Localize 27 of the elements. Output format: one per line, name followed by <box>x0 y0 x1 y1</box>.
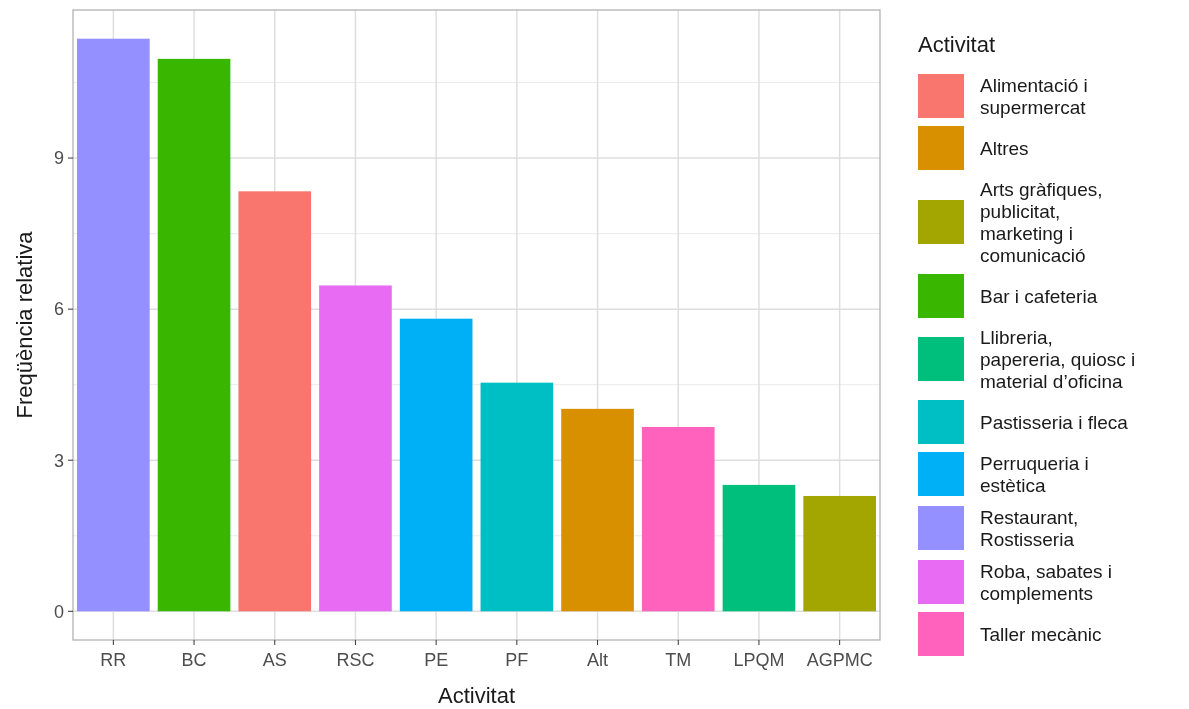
y-axis-title: Freqüència relativa <box>12 230 37 419</box>
legend-label: Altres <box>980 138 1029 159</box>
y-tick-label: 0 <box>53 601 64 622</box>
legend-label: Arts gràfiques, publicitat, marketing i comunicació <box>980 179 1108 266</box>
x-tick-label: RSC <box>336 650 375 670</box>
legend-label: Alimentació i supermercat <box>980 75 1093 118</box>
x-axis-title: Activitat <box>437 683 516 708</box>
x-tick-label: RR <box>100 650 127 670</box>
legend-label: Perruqueria i estètica <box>980 453 1095 496</box>
legend-label: Llibreria, papereria, quiosc i material d’oficina <box>980 327 1141 392</box>
x-tick-label: AGPMC <box>806 650 873 670</box>
legend-label: Roba, sabates i complements <box>980 561 1118 604</box>
x-tick-label: Alt <box>587 650 609 670</box>
legend-label: Taller mecànic <box>980 624 1102 645</box>
legend-label: Restaurant, Rostisseria <box>980 507 1084 550</box>
x-tick-label: LPQM <box>733 650 785 670</box>
x-tick-label: PE <box>424 650 449 670</box>
y-tick-label: 9 <box>53 148 64 169</box>
x-tick-label: TM <box>665 650 692 670</box>
x-tick-label: BC <box>181 650 207 670</box>
legend-label: Pastisseria i fleca <box>980 412 1129 433</box>
y-tick-label: 3 <box>53 450 64 471</box>
x-tick-label: AS <box>262 650 287 670</box>
legend-label: Bar i cafeteria <box>980 286 1098 307</box>
y-tick-label: 6 <box>53 299 64 320</box>
legend-title: Activitat <box>918 32 996 57</box>
x-tick-label: PF <box>505 650 529 670</box>
